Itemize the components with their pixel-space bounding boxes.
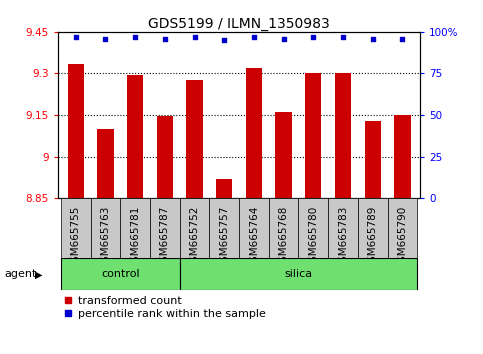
FancyBboxPatch shape bbox=[298, 198, 328, 258]
Point bbox=[280, 36, 287, 41]
Text: GSM665790: GSM665790 bbox=[398, 205, 407, 269]
Bar bbox=[216, 179, 232, 198]
Bar bbox=[156, 116, 173, 198]
Title: GDS5199 / ILMN_1350983: GDS5199 / ILMN_1350983 bbox=[148, 17, 330, 31]
Text: control: control bbox=[101, 269, 140, 279]
Bar bbox=[335, 73, 351, 198]
Point bbox=[101, 36, 109, 41]
FancyBboxPatch shape bbox=[180, 198, 210, 258]
Point bbox=[220, 37, 228, 43]
Text: GSM665764: GSM665764 bbox=[249, 205, 259, 269]
Text: GSM665783: GSM665783 bbox=[338, 205, 348, 269]
FancyBboxPatch shape bbox=[150, 198, 180, 258]
Text: ▶: ▶ bbox=[35, 269, 43, 279]
FancyBboxPatch shape bbox=[180, 258, 417, 290]
Text: GSM665789: GSM665789 bbox=[368, 205, 378, 269]
Point bbox=[161, 36, 169, 41]
Text: GSM665768: GSM665768 bbox=[279, 205, 289, 269]
Bar bbox=[97, 129, 114, 198]
Point bbox=[339, 34, 347, 40]
Bar bbox=[275, 112, 292, 198]
Legend: transformed count, percentile rank within the sample: transformed count, percentile rank withi… bbox=[64, 296, 266, 319]
FancyBboxPatch shape bbox=[387, 198, 417, 258]
Bar bbox=[394, 115, 411, 198]
Bar bbox=[186, 80, 203, 198]
Point bbox=[191, 34, 199, 40]
FancyBboxPatch shape bbox=[269, 198, 298, 258]
FancyBboxPatch shape bbox=[239, 198, 269, 258]
FancyBboxPatch shape bbox=[328, 198, 358, 258]
Text: GSM665752: GSM665752 bbox=[189, 205, 199, 269]
Point bbox=[72, 34, 80, 40]
Bar bbox=[127, 75, 143, 198]
Bar bbox=[305, 73, 322, 198]
Point bbox=[250, 34, 258, 40]
Text: GSM665763: GSM665763 bbox=[100, 205, 111, 269]
FancyBboxPatch shape bbox=[61, 258, 180, 290]
Bar bbox=[365, 121, 381, 198]
FancyBboxPatch shape bbox=[358, 198, 387, 258]
Text: GSM665755: GSM665755 bbox=[71, 205, 81, 269]
Point bbox=[369, 36, 377, 41]
FancyBboxPatch shape bbox=[61, 198, 91, 258]
FancyBboxPatch shape bbox=[210, 198, 239, 258]
Text: GSM665757: GSM665757 bbox=[219, 205, 229, 269]
FancyBboxPatch shape bbox=[91, 198, 120, 258]
Point bbox=[310, 34, 317, 40]
FancyBboxPatch shape bbox=[120, 198, 150, 258]
Point bbox=[131, 34, 139, 40]
Point bbox=[398, 36, 406, 41]
Text: GSM665787: GSM665787 bbox=[160, 205, 170, 269]
Text: agent: agent bbox=[5, 269, 37, 279]
Text: GSM665781: GSM665781 bbox=[130, 205, 140, 269]
Text: silica: silica bbox=[284, 269, 313, 279]
Bar bbox=[68, 64, 84, 198]
Text: GSM665780: GSM665780 bbox=[308, 205, 318, 269]
Bar bbox=[246, 68, 262, 198]
